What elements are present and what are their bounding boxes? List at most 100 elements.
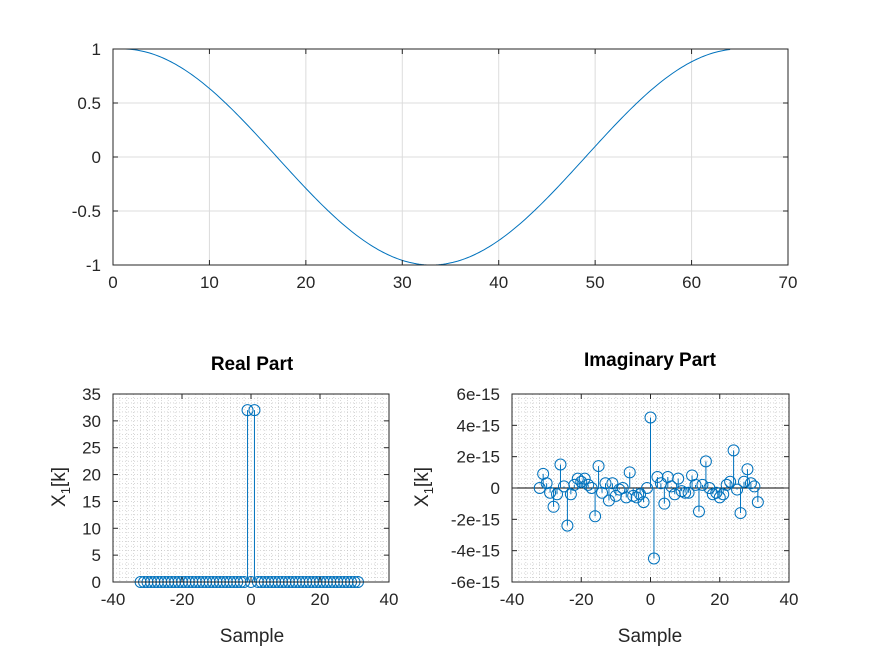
y-tick-label: 20 (82, 466, 101, 485)
series (533, 411, 764, 565)
y-tick-label: 6e-15 (457, 385, 500, 404)
stem-marker (741, 463, 754, 476)
y-tick-label: -6e-15 (451, 573, 500, 592)
stem-marker (637, 496, 650, 509)
stem-marker (665, 480, 678, 493)
imaginary-part-xlabel: Sample (618, 626, 682, 647)
stem-marker (634, 488, 647, 501)
stem-marker (682, 486, 695, 499)
stem-marker (623, 466, 636, 479)
stem-marker (647, 552, 660, 565)
real-part-plot: Real Part Sample X1[k] -40 -20 0 20 40 0 5 10 15… (49, 354, 398, 647)
stem-marker (571, 472, 584, 485)
stem-marker (651, 471, 664, 484)
stem-marker (630, 491, 643, 504)
stem-marker (568, 478, 581, 491)
imaginary-part-ylabel: X1[k] (412, 467, 436, 507)
imaginary-part-title: Imaginary Part (584, 350, 717, 371)
stem-marker (672, 472, 685, 485)
stem-marker (585, 482, 598, 494)
stem-marker (620, 491, 633, 504)
stem-marker (696, 478, 709, 491)
stem-marker (606, 477, 619, 490)
y-tick-label: -0.5 (72, 202, 101, 221)
top-cosine-plot: 0 10 20 30 40 50 60 70 -1 -0.5 0 0.5 1 (72, 40, 798, 292)
stem-marker (551, 488, 564, 501)
stem-marker (748, 480, 761, 493)
y-tick-label: 15 (82, 492, 101, 511)
x-tick-label: 50 (586, 273, 605, 292)
x-tick-label: 30 (393, 273, 412, 292)
stem-marker (713, 491, 726, 504)
stem-marker (547, 500, 560, 513)
x-tick-label: 60 (682, 273, 701, 292)
stem-marker (241, 404, 254, 417)
y-tick-label: -4e-15 (451, 542, 500, 561)
x-tick-label: -40 (101, 590, 126, 609)
stem-marker (578, 472, 591, 485)
stem-marker (533, 482, 546, 494)
stem-marker (599, 477, 612, 490)
x-tick-label: -20 (170, 590, 195, 609)
real-part-ylabel: X1[k] (49, 467, 73, 507)
y-tick-label: 0 (92, 148, 101, 167)
stem-marker (731, 483, 744, 496)
y-tick-label: 35 (82, 385, 101, 404)
ticks: 0 10 20 30 40 50 60 70 -1 -0.5 0 0.5 1 (72, 40, 798, 292)
x-tick-label: -40 (500, 590, 525, 609)
stem-marker (544, 486, 557, 499)
x-tick-label: 20 (311, 590, 330, 609)
stem-marker (592, 460, 605, 473)
y-tick-label: 25 (82, 439, 101, 458)
stem-marker (692, 505, 705, 518)
y-tick-label: 0 (491, 479, 500, 498)
ticks: -40 -20 0 20 40 -6e-15 -4e-15 -2e-15 0 2e-15 4e-15… (451, 385, 799, 609)
y-tick-label: 1 (92, 40, 101, 59)
y-tick-label: -2e-15 (451, 510, 500, 529)
real-part-title: Real Part (211, 354, 294, 375)
stem-marker (641, 482, 654, 494)
y-tick-label: 0 (92, 573, 101, 592)
stem-marker (751, 496, 764, 509)
x-tick-label: -20 (569, 590, 594, 609)
x-tick-label: 20 (296, 273, 315, 292)
stem-marker (727, 444, 740, 457)
stem-marker (689, 478, 702, 491)
ticks: -40 -20 0 20 40 0 5 10 15 20 25 30 35 (82, 385, 398, 609)
x-tick-label: 40 (489, 273, 508, 292)
y-tick-label: 2e-15 (457, 448, 500, 467)
stem-marker (699, 455, 712, 468)
stem-marker (575, 475, 588, 488)
x-tick-label: 0 (246, 590, 255, 609)
stem-marker (602, 494, 615, 507)
y-tick-label: 4e-15 (457, 416, 500, 435)
stem-marker (679, 486, 692, 499)
x-tick-label: 20 (710, 590, 729, 609)
stem-marker (703, 482, 716, 494)
stem-marker (658, 497, 671, 510)
stem-marker (561, 519, 574, 532)
y-tick-label: 10 (82, 519, 101, 538)
y-tick-label: 0.5 (77, 94, 101, 113)
real-part-xlabel: Sample (220, 626, 284, 647)
stem-marker (744, 477, 757, 490)
stem-marker (589, 510, 602, 523)
stem-marker (724, 475, 737, 488)
x-tick-label: 40 (380, 590, 399, 609)
y-tick-label: 5 (92, 546, 101, 565)
stem-marker (248, 404, 261, 417)
y-tick-label: -1 (86, 256, 101, 275)
imaginary-part-plot: Imaginary Part Sample X1[k] -40 -20 0 20 40-… (412, 350, 798, 647)
stem-marker (737, 475, 750, 488)
stem-marker (582, 478, 595, 491)
y-tick-label: 30 (82, 412, 101, 431)
stem-marker (554, 458, 567, 471)
x-tick-label: 0 (646, 590, 655, 609)
x-tick-label: 70 (779, 273, 798, 292)
x-tick-label: 0 (108, 273, 117, 292)
stem-marker (734, 507, 747, 520)
x-tick-label: 10 (200, 273, 219, 292)
stem-marker (720, 478, 733, 491)
stem-marker (644, 411, 657, 424)
